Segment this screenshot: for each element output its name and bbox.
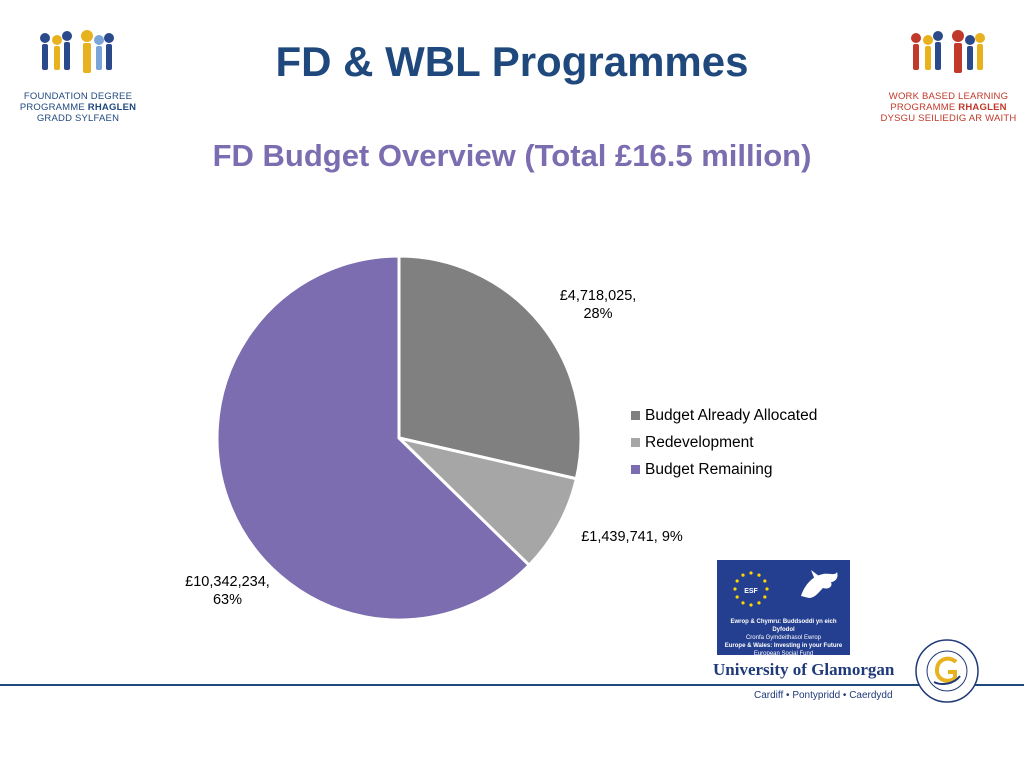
data-label-redevelopment-value: £1,439,741, 9% <box>581 529 683 545</box>
logo-right-line2a: PROGRAMME <box>890 102 959 113</box>
esf-line3: Europe & Wales: Investing in your Future <box>724 643 843 649</box>
university-name: University of Glamorgan <box>713 660 895 679</box>
people-group-icon <box>40 30 114 73</box>
work-based-learning-logo: WORK BASED LEARNING PROGRAMME RHAGLEN DY… <box>876 26 1021 124</box>
legend-item-redevelopment: Redevelopment <box>631 429 817 456</box>
esf-badge: ESF Ewrop & Chymru: Buddsoddi yn eich Dy… <box>717 560 850 657</box>
logo-left-line1: FOUNDATION DEGREE <box>23 91 133 102</box>
chart-title: FD Budget Overview (Total £16.5 million) <box>212 138 812 173</box>
legend-swatch-redevelopment <box>631 438 640 447</box>
esf-line4: European Social Fund <box>753 651 814 657</box>
logo-left-line2a: PROGRAMME <box>19 102 88 113</box>
eu-stars-icon: ESF <box>723 566 779 612</box>
legend-label-remaining: Budget Remaining <box>645 460 773 478</box>
logo-right-line1: WORK BASED LEARNING <box>888 91 1009 102</box>
university-places: Cardiff • Pontypridd • Caerdydd <box>754 690 893 701</box>
pie-slice-allocated <box>397 254 583 481</box>
esf-flag-text: ESF <box>744 588 758 595</box>
pie-slice-remaining <box>215 254 532 622</box>
legend-label-allocated: Budget Already Allocated <box>645 406 818 424</box>
university-seal-icon <box>915 639 979 703</box>
data-label-allocated: £4,718,025, 28% <box>548 287 648 323</box>
eu-star <box>735 579 739 583</box>
eu-star <box>735 595 739 599</box>
eu-star <box>763 595 767 599</box>
logo-left-line2b: RHAGLEN <box>87 102 137 113</box>
eu-star <box>757 573 761 577</box>
legend-label-redevelopment: Redevelopment <box>645 433 754 451</box>
logo-right-line3: DYSGU SEILIEDIG AR WAITH <box>880 113 1017 124</box>
data-label-remaining: £10,342,234, 63% <box>170 573 285 609</box>
legend-item-remaining: Budget Remaining <box>631 456 817 483</box>
data-label-remaining-percent: 63% <box>212 592 243 608</box>
eu-star <box>749 571 753 575</box>
eu-star <box>733 587 737 591</box>
data-label-allocated-value: £4,718,025, <box>559 288 637 304</box>
footer-divider <box>0 684 1024 686</box>
eu-star <box>741 601 745 605</box>
data-label-remaining-value: £10,342,234, <box>185 574 270 590</box>
eu-star <box>749 603 753 607</box>
esf-line2: Cronfa Gymdeithasol Ewrop <box>745 635 822 641</box>
logo-left-line3: GRADD SYLFAEN <box>36 113 120 124</box>
legend-item-allocated: Budget Already Allocated <box>631 402 817 429</box>
chart-legend: Budget Already Allocated Redevelopment B… <box>631 402 817 483</box>
eu-star <box>757 601 761 605</box>
eu-star <box>741 573 745 577</box>
logo-right-line2b: RHAGLEN <box>958 102 1007 113</box>
people-group-icon <box>910 30 985 73</box>
legend-swatch-remaining <box>631 465 640 474</box>
foundation-degree-logo: FOUNDATION DEGREE PROGRAMME RHAGLEN GRAD… <box>18 26 138 124</box>
welsh-dragon-icon <box>801 570 838 598</box>
esf-line1: Ewrop & Chymru: Buddsoddi yn eich Dyfodo… <box>730 619 837 633</box>
eu-star <box>763 579 767 583</box>
data-label-allocated-percent: 28% <box>583 306 613 322</box>
legend-swatch-allocated <box>631 411 640 420</box>
eu-star <box>765 587 769 591</box>
pie-slice-redevelopment <box>394 435 579 568</box>
page-title: FD & WBL Programmes <box>275 38 749 85</box>
data-label-redevelopment: £1,439,741, 9% <box>566 528 698 546</box>
